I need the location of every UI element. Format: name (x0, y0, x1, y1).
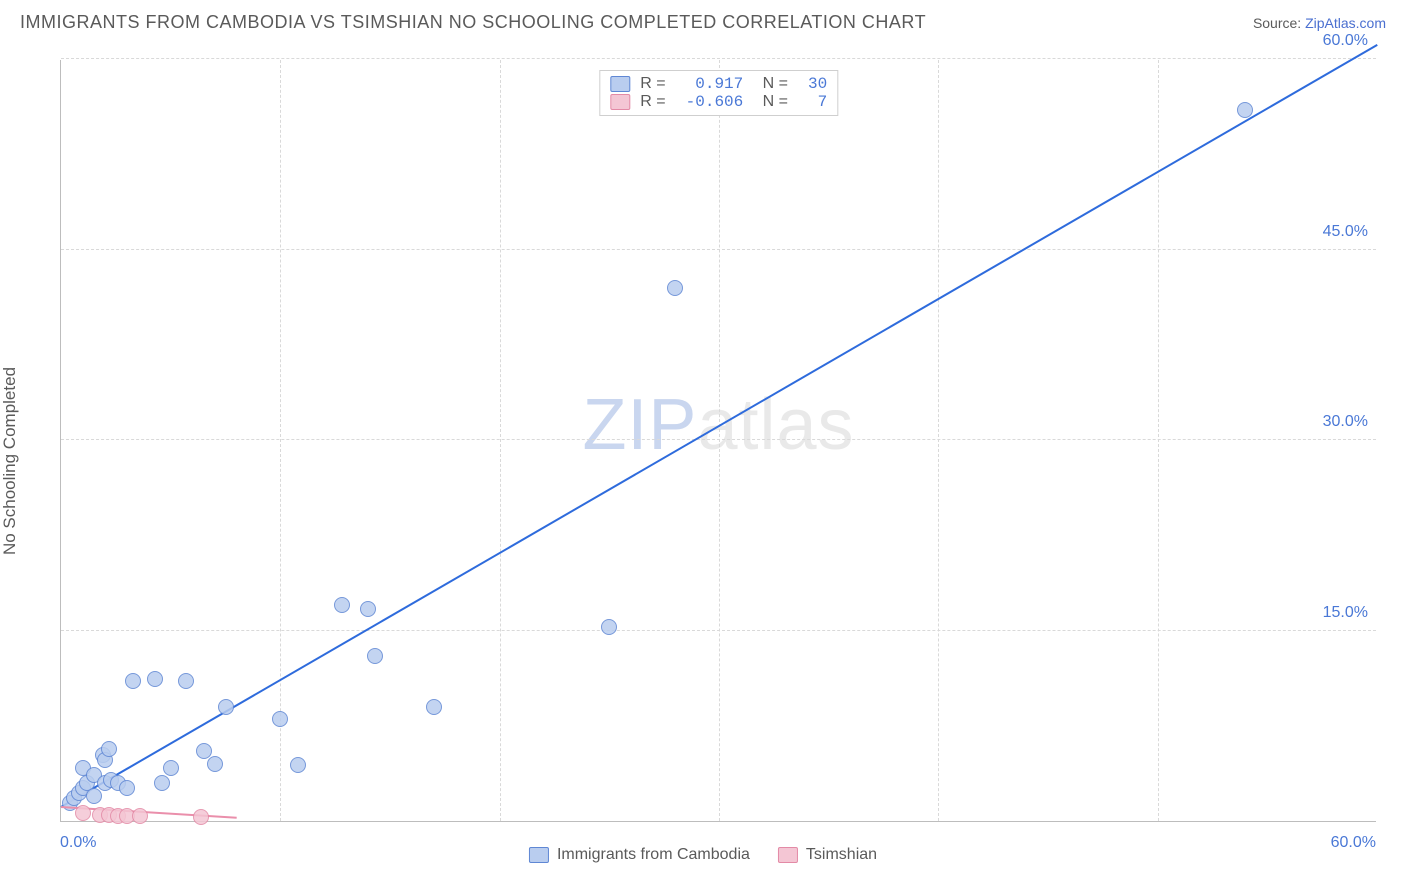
gridline-vertical (280, 60, 281, 821)
source-link[interactable]: ZipAtlas.com (1305, 15, 1386, 31)
scatter-point (101, 741, 117, 757)
scatter-point (132, 808, 148, 824)
watermark-zip: ZIP (582, 385, 697, 465)
legend-r-value: 0.917 (676, 75, 743, 93)
legend-stat-row: R = 0.917 N = 30 (610, 75, 827, 93)
y-axis-label: No Schooling Completed (0, 367, 20, 555)
chart-title: IMMIGRANTS FROM CAMBODIA VS TSIMSHIAN NO… (20, 12, 926, 33)
scatter-point (125, 673, 141, 689)
scatter-point (218, 699, 234, 715)
legend-series: Immigrants from Cambodia Tsimshian (529, 846, 877, 864)
chart-container: No Schooling Completed ZIPatlas R = 0.91… (20, 50, 1386, 872)
scatter-point (667, 280, 683, 296)
scatter-point (86, 788, 102, 804)
scatter-point (360, 601, 376, 617)
scatter-point (426, 699, 442, 715)
legend-series-item: Tsimshian (778, 846, 877, 864)
scatter-point (367, 648, 383, 664)
y-tick-label: 45.0% (1323, 223, 1368, 241)
x-axis-min-label: 0.0% (60, 834, 96, 852)
source-attribution: Source: ZipAtlas.com (1253, 15, 1386, 31)
x-axis-max-label: 60.0% (1331, 834, 1376, 852)
legend-swatch (529, 847, 549, 863)
scatter-point (119, 780, 135, 796)
legend-r-label: R = (636, 93, 670, 111)
legend-r-label: R = (636, 75, 670, 93)
scatter-point (272, 711, 288, 727)
source-prefix: Source: (1253, 15, 1305, 31)
gridline-vertical (938, 60, 939, 821)
legend-n-label: N = (749, 75, 792, 93)
legend-swatch (778, 847, 798, 863)
scatter-point (290, 757, 306, 773)
scatter-point (207, 756, 223, 772)
scatter-point (163, 760, 179, 776)
gridline-vertical (719, 60, 720, 821)
legend-series-label: Immigrants from Cambodia (557, 846, 750, 864)
gridline-horizontal (61, 58, 1376, 59)
scatter-point (154, 775, 170, 791)
scatter-point (1237, 102, 1253, 118)
plot-area: ZIPatlas R = 0.917 N = 30 R = -0.606 N =… (60, 60, 1376, 822)
gridline-vertical (1158, 60, 1159, 821)
scatter-point (75, 805, 91, 821)
scatter-point (178, 673, 194, 689)
legend-r-n-box: R = 0.917 N = 30 R = -0.606 N = 7 (599, 70, 838, 116)
y-tick-label: 15.0% (1323, 604, 1368, 622)
y-tick-label: 60.0% (1323, 32, 1368, 50)
legend-swatch (610, 76, 630, 92)
scatter-point (334, 597, 350, 613)
legend-r-value: -0.606 (676, 93, 743, 111)
gridline-vertical (500, 60, 501, 821)
legend-series-label: Tsimshian (806, 846, 877, 864)
scatter-point (147, 671, 163, 687)
scatter-point (601, 619, 617, 635)
legend-n-value: 7 (798, 93, 827, 111)
legend-swatch (610, 94, 630, 110)
y-tick-label: 30.0% (1323, 413, 1368, 431)
legend-stat-row: R = -0.606 N = 7 (610, 93, 827, 111)
legend-series-item: Immigrants from Cambodia (529, 846, 750, 864)
legend-n-value: 30 (798, 75, 827, 93)
legend-n-label: N = (749, 93, 792, 111)
scatter-point (193, 809, 209, 825)
